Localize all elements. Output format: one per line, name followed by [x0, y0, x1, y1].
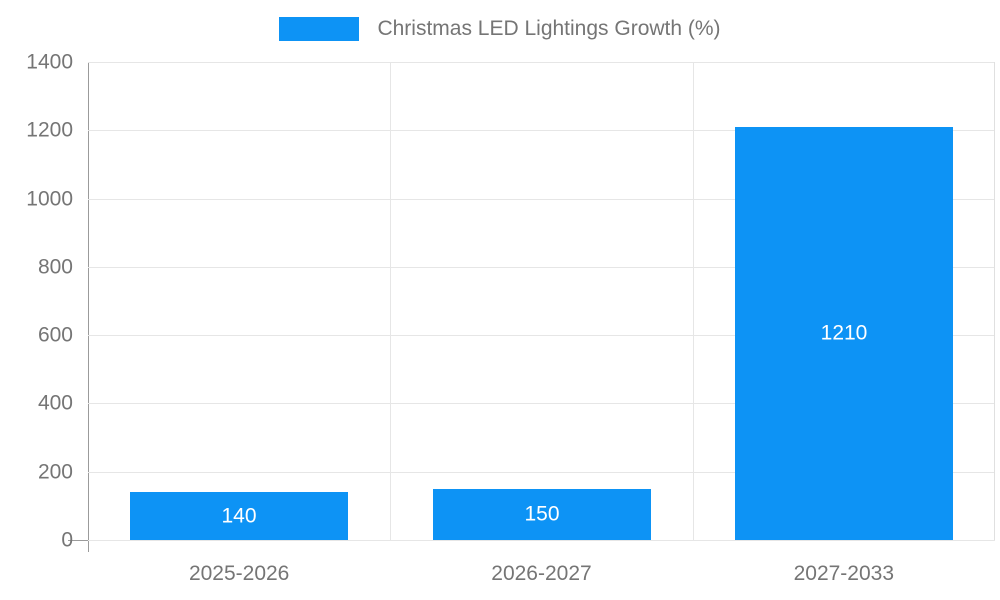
plot-right-border	[994, 62, 995, 540]
gridline-vertical	[693, 62, 694, 540]
y-axis-tick-label: 1000	[26, 187, 73, 211]
y-axis-tick-label: 200	[37, 460, 73, 484]
y-axis-tick-label: 600	[37, 323, 73, 347]
y-axis-tick-label: 400	[37, 391, 73, 415]
chart-legend: Christmas LED Lightings Growth (%)	[0, 14, 1000, 44]
y-axis-line	[88, 62, 89, 552]
legend-color-swatch-icon	[279, 17, 360, 41]
legend-item-christmas-led-lightings-growth[interactable]: Christmas LED Lightings Growth (%)	[279, 17, 721, 41]
y-axis-tick-label: 1400	[26, 50, 73, 74]
gridline-horizontal	[88, 130, 995, 132]
x-axis-tick-label: 2027-2033	[793, 562, 895, 585]
gridline-horizontal	[88, 266, 995, 268]
gridline-horizontal	[88, 335, 995, 337]
y-axis-tick-label: 0	[61, 528, 73, 552]
gridline-horizontal	[88, 198, 995, 200]
gridline-horizontal	[88, 62, 995, 63]
gridline-horizontal	[88, 403, 995, 405]
x-axis-tick-label: 2025-2026	[188, 562, 290, 585]
y-axis-tick-label: 1200	[26, 118, 73, 142]
legend-item-label: Christmas LED Lightings Growth (%)	[377, 17, 721, 40]
gridline-horizontal	[88, 471, 995, 473]
bar-data-label: 140	[221, 504, 257, 528]
gridline-horizontal	[88, 540, 995, 541]
bar[interactable]: 140	[130, 492, 348, 540]
bar[interactable]: 150	[433, 488, 651, 540]
bar[interactable]: 1210	[735, 126, 953, 540]
y-axis-tick-label: 800	[37, 255, 73, 279]
plot-area: 0 200 400 600 800 1000 1200 1400 140 150 1210	[26, 52, 995, 551]
bar-data-label: 150	[524, 502, 560, 526]
x-axis-tick-label: 2026-2027	[491, 562, 592, 585]
gridline-vertical	[390, 62, 391, 540]
bar-data-label: 1210	[820, 321, 868, 345]
